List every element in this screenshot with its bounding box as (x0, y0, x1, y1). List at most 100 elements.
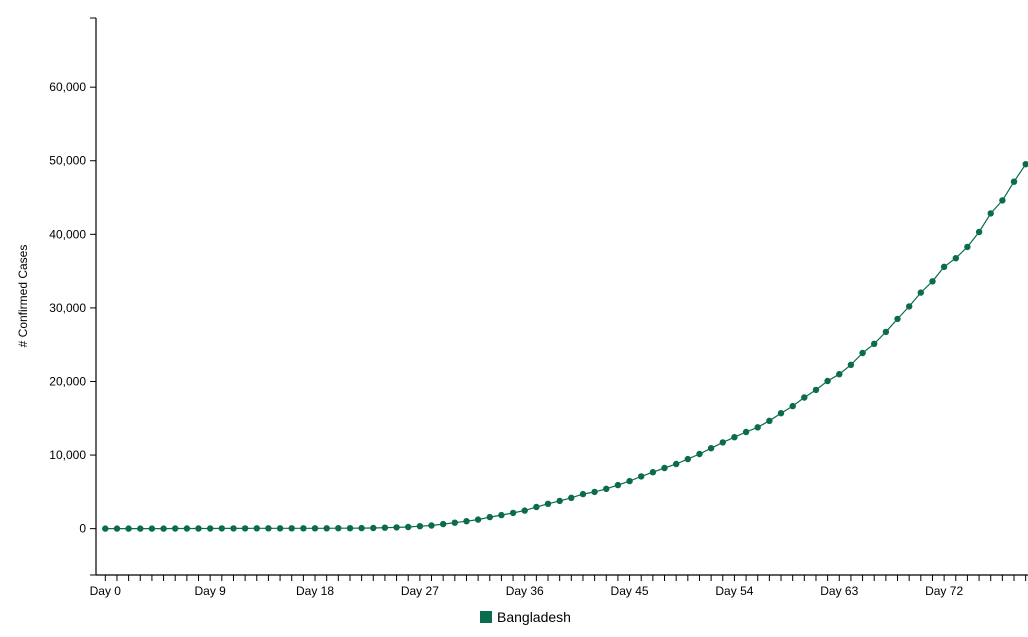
data-point[interactable] (533, 503, 540, 511)
data-point[interactable] (253, 525, 260, 532)
data-point[interactable] (754, 424, 761, 431)
x-axis: Day 0 Day 9 Day 18 Day 27 Day 36 Day 45 Day 54… (90, 574, 1028, 598)
data-point[interactable] (638, 473, 645, 480)
data-point[interactable] (812, 386, 820, 394)
data-point[interactable] (183, 525, 191, 532)
data-point[interactable] (964, 243, 971, 251)
data-point[interactable] (288, 525, 295, 532)
data-point[interactable] (568, 494, 575, 501)
data-point[interactable] (463, 518, 470, 525)
x-tick-label: Day 63 (820, 584, 858, 598)
data-point[interactable] (346, 525, 354, 532)
data-point[interactable] (102, 525, 109, 532)
data-point[interactable] (626, 477, 633, 485)
x-tick-label: Day 54 (715, 584, 753, 598)
data-point[interactable] (777, 410, 785, 417)
x-tick-label: Day 18 (296, 584, 334, 598)
y-tick-label: 30,000 (49, 301, 86, 315)
data-point[interactable] (882, 328, 890, 336)
data-point[interactable] (696, 450, 703, 458)
data-point[interactable] (393, 524, 400, 531)
data-point[interactable] (474, 516, 482, 523)
data-point[interactable] (929, 278, 936, 285)
data-point[interactable] (859, 349, 866, 357)
data-point[interactable] (766, 417, 773, 424)
legend[interactable]: Bangladesh (480, 609, 571, 625)
data-point[interactable] (847, 361, 855, 368)
data-point[interactable] (148, 525, 156, 532)
data-point[interactable] (999, 197, 1006, 204)
series-layer (102, 161, 1028, 532)
data-point[interactable] (218, 525, 225, 532)
data-point[interactable] (521, 507, 528, 514)
data-point[interactable] (649, 469, 657, 476)
data-point[interactable] (661, 464, 668, 472)
data-point[interactable] (137, 525, 144, 532)
x-tick-label: Day 36 (506, 584, 544, 598)
data-point[interactable] (125, 525, 132, 532)
data-point[interactable] (894, 315, 901, 323)
data-point[interactable] (428, 522, 435, 529)
data-point[interactable] (684, 455, 691, 463)
data-point[interactable] (556, 497, 563, 505)
data-point[interactable] (300, 525, 307, 532)
data-point[interactable] (591, 488, 598, 496)
data-point[interactable] (207, 525, 214, 532)
data-point[interactable] (871, 340, 878, 347)
data-point[interactable] (1022, 161, 1028, 168)
data-point[interactable] (230, 525, 237, 532)
y-tick-label: 20,000 (49, 374, 86, 388)
data-point[interactable] (172, 525, 179, 532)
data-point[interactable] (195, 525, 202, 532)
data-point[interactable] (276, 525, 284, 532)
x-tick-label: Day 9 (194, 584, 226, 598)
data-point[interactable] (335, 525, 342, 532)
data-point[interactable] (742, 428, 750, 436)
data-point[interactable] (1010, 178, 1018, 185)
data-point[interactable] (509, 509, 517, 517)
data-point[interactable] (323, 525, 330, 532)
data-point[interactable] (113, 525, 121, 532)
data-point[interactable] (952, 255, 959, 262)
data-point[interactable] (917, 289, 924, 296)
data-point[interactable] (381, 524, 389, 531)
y-tick-label: 40,000 (49, 227, 86, 241)
data-point[interactable] (265, 525, 272, 532)
data-point[interactable] (975, 228, 983, 236)
data-point[interactable] (405, 523, 412, 531)
data-point[interactable] (614, 481, 622, 489)
legend-label: Bangladesh (497, 609, 571, 625)
data-point[interactable] (440, 520, 447, 528)
data-point[interactable] (358, 524, 365, 532)
data-point[interactable] (498, 511, 505, 519)
data-point[interactable] (241, 525, 249, 532)
data-point[interactable] (801, 394, 808, 401)
data-point[interactable] (731, 434, 738, 441)
y-tick-label: 50,000 (49, 154, 86, 168)
data-point[interactable] (603, 485, 610, 492)
data-point[interactable] (836, 371, 843, 378)
data-point[interactable] (673, 460, 680, 468)
data-point[interactable] (824, 377, 831, 385)
data-point[interactable] (789, 402, 796, 410)
data-point[interactable] (544, 500, 552, 507)
x-tick-label: Day 0 (90, 584, 122, 598)
x-tick-label: Day 72 (925, 584, 963, 598)
y-tick-label: 10,000 (49, 448, 86, 462)
data-point[interactable] (486, 513, 493, 521)
data-point[interactable] (451, 519, 458, 526)
data-point[interactable] (160, 525, 167, 532)
data-point[interactable] (940, 263, 948, 270)
data-point[interactable] (707, 445, 715, 452)
data-point[interactable] (416, 523, 424, 530)
data-point[interactable] (370, 524, 377, 532)
data-point[interactable] (311, 525, 319, 532)
data-point[interactable] (579, 490, 587, 498)
y-axis-title: # Confirmed Cases (16, 245, 30, 348)
data-point[interactable] (987, 210, 994, 217)
y-tick-label: 60,000 (49, 80, 86, 94)
data-point[interactable] (719, 439, 726, 446)
data-point[interactable] (906, 303, 913, 310)
series-line (105, 163, 1027, 530)
